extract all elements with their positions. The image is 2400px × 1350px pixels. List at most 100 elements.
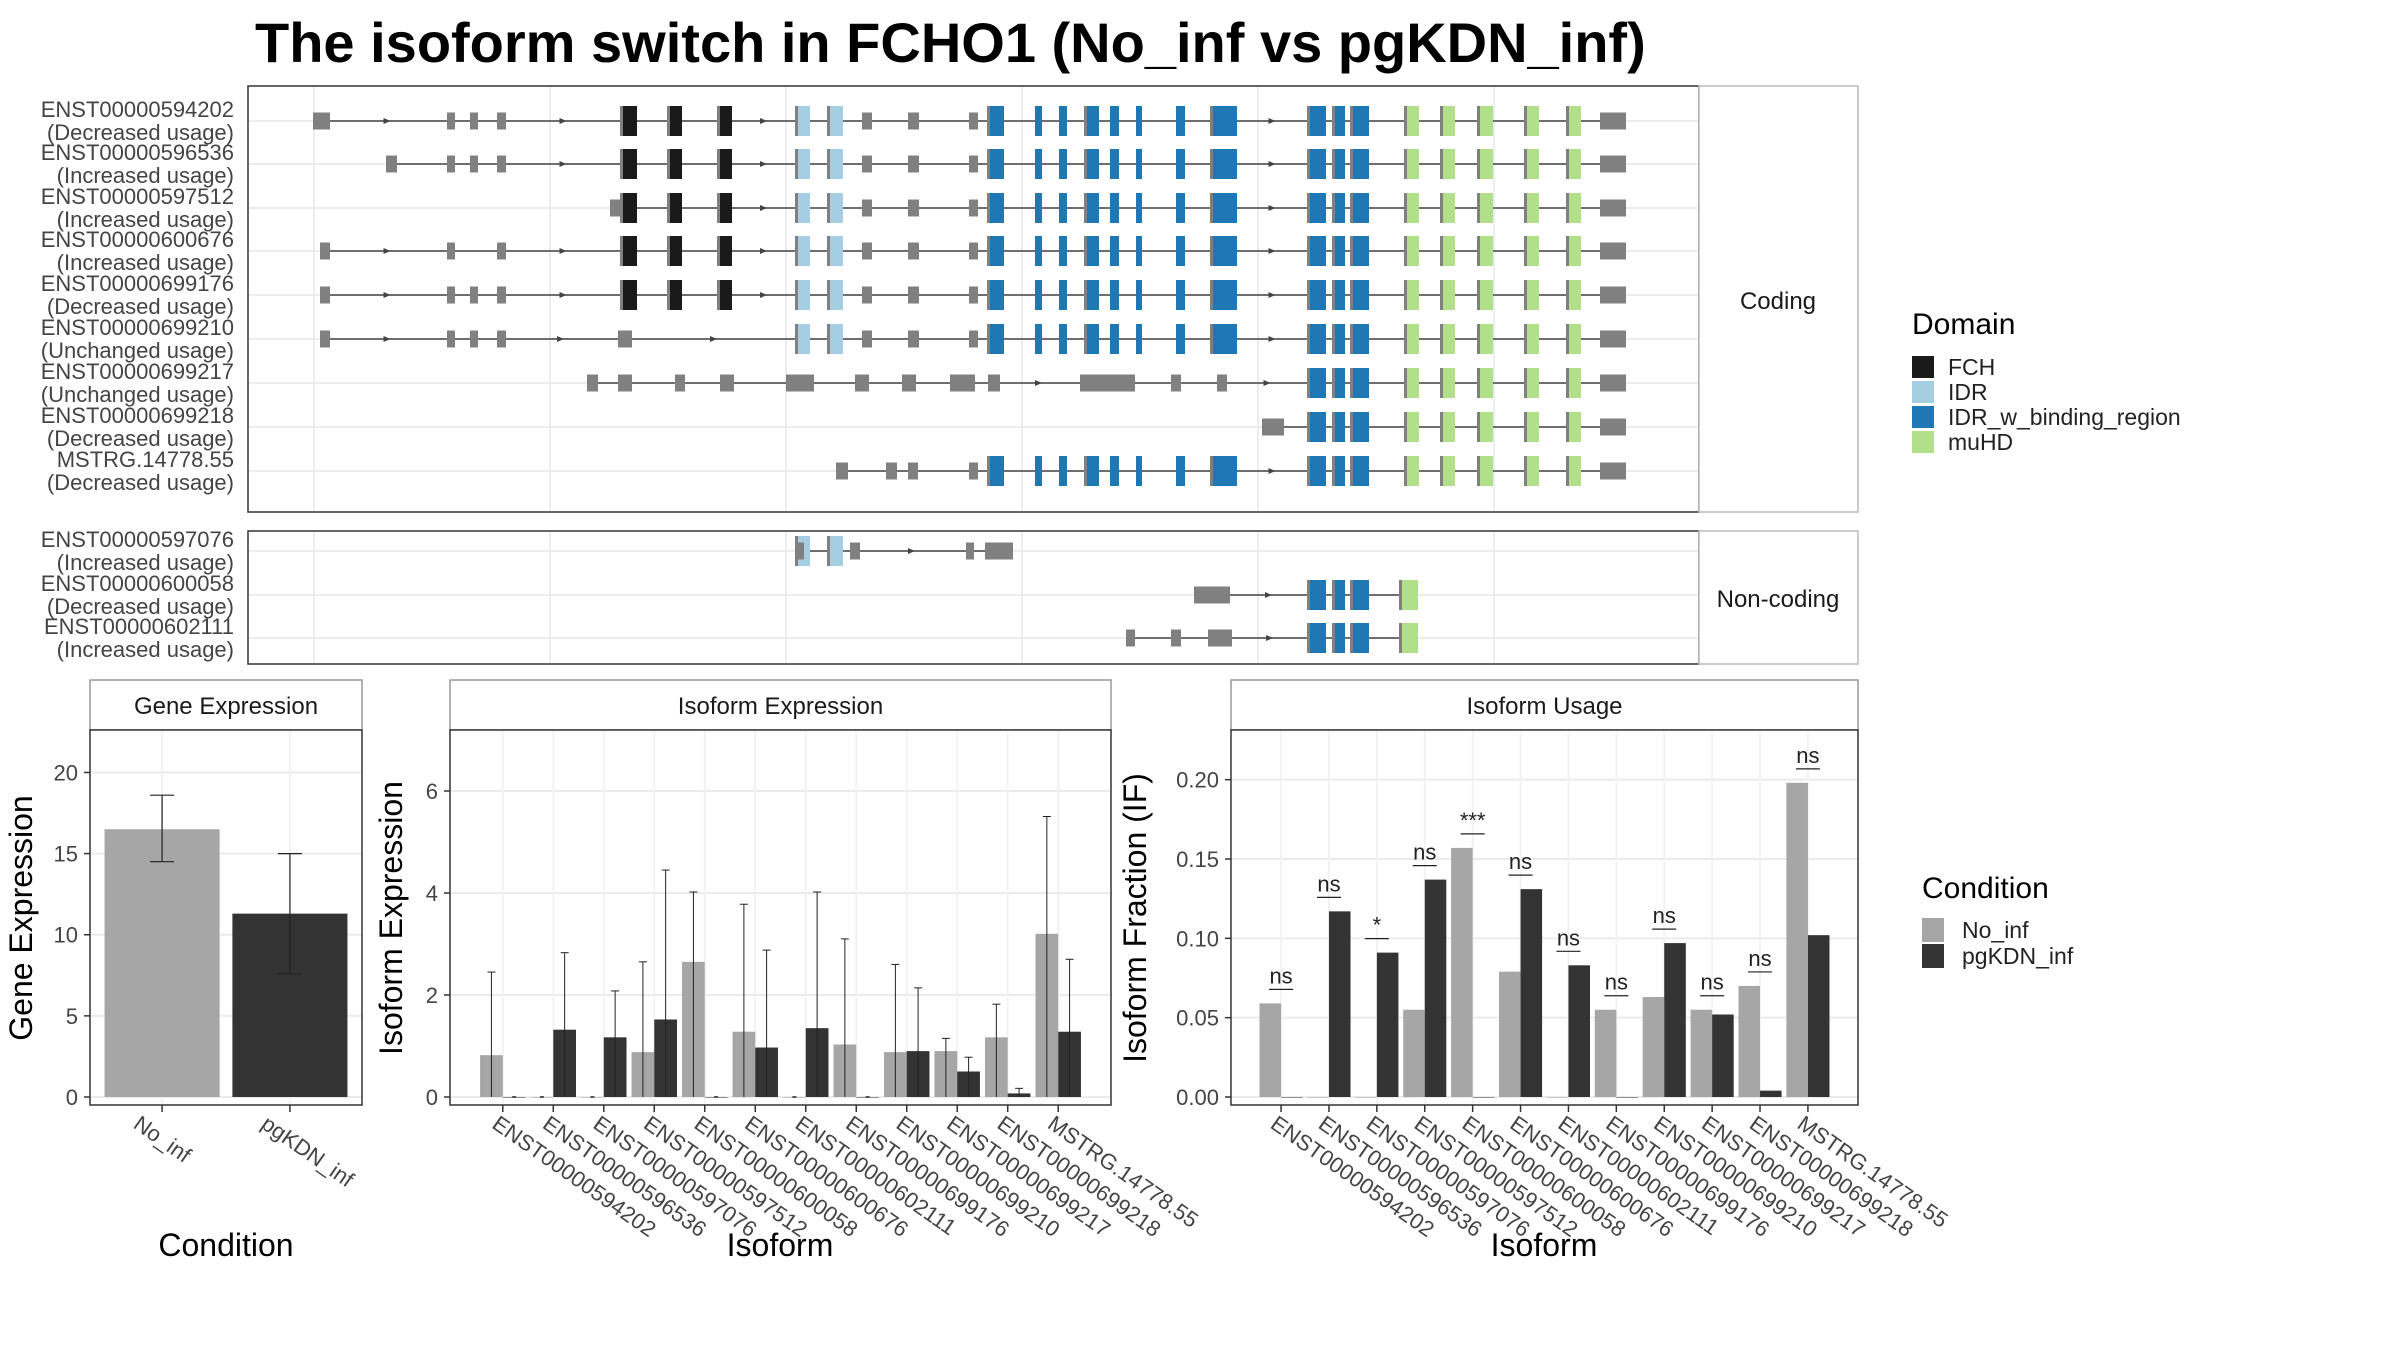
- exon: [798, 324, 810, 354]
- exon: [1335, 456, 1345, 486]
- exon: [1569, 193, 1581, 223]
- exon-utr-edge: [1404, 236, 1407, 266]
- exon: [1136, 236, 1142, 266]
- isoform-structure-panel: CodingNon-codingENST00000594202(Decrease…: [41, 85, 1859, 665]
- y-tick-label: 15: [54, 842, 78, 867]
- exon-utr-edge: [987, 106, 990, 136]
- bar: [1568, 965, 1591, 1097]
- x-tick-label: pgKDN_inf: [257, 1111, 359, 1193]
- exon: [1176, 193, 1185, 223]
- bar: [1616, 1097, 1638, 1098]
- exon-utr-edge: [1477, 412, 1480, 442]
- exon-utr-edge: [1307, 149, 1310, 179]
- exon: [623, 236, 637, 266]
- exon: [1353, 456, 1369, 486]
- bar: [1307, 1097, 1329, 1098]
- exon-utr-edge: [1210, 324, 1213, 354]
- exon-utr-edge: [1350, 368, 1353, 398]
- exon: [1527, 149, 1539, 179]
- exon: [1136, 280, 1142, 310]
- isoform-usage-label: (Decreased usage): [47, 470, 234, 495]
- exon: [720, 149, 732, 179]
- exon: [1407, 193, 1419, 223]
- intron-arrow: [1268, 292, 1276, 298]
- exon: [313, 112, 330, 130]
- exon: [990, 149, 1004, 179]
- exon-utr-edge: [1440, 149, 1443, 179]
- condition-legend-swatch: [1922, 918, 1944, 942]
- exon: [1600, 374, 1626, 392]
- exon: [720, 193, 732, 223]
- exon: [1176, 236, 1185, 266]
- exon: [969, 286, 978, 304]
- exon: [1110, 280, 1119, 310]
- exon: [908, 112, 919, 130]
- exon: [1136, 149, 1142, 179]
- exon: [969, 462, 978, 480]
- exon-utr-edge: [1350, 412, 1353, 442]
- exon: [1110, 193, 1119, 223]
- intron-arrow: [1263, 380, 1271, 386]
- exon: [320, 286, 330, 304]
- y-tick-label: 0.05: [1176, 1006, 1219, 1031]
- exon: [1310, 368, 1326, 398]
- isoform-usage-label: (Increased usage): [57, 550, 234, 575]
- exon-utr-edge: [620, 149, 623, 179]
- exon: [1176, 149, 1185, 179]
- intron-arrow: [1266, 635, 1273, 641]
- exon: [1569, 456, 1581, 486]
- exon-utr-edge: [1350, 236, 1353, 266]
- intron-arrow: [760, 205, 767, 211]
- exon: [447, 286, 455, 304]
- bar: [1281, 1097, 1303, 1098]
- bar: [1712, 1014, 1734, 1097]
- exon: [1176, 456, 1185, 486]
- isoform-id-label: MSTRG.14778.55: [57, 447, 234, 472]
- exon: [798, 193, 810, 223]
- exon: [1080, 374, 1135, 392]
- x-tick-label: No_inf: [129, 1111, 196, 1168]
- panel-strip: [89, 679, 363, 731]
- intron-arrow: [383, 118, 391, 124]
- y-tick-label: 5: [66, 1004, 78, 1029]
- bar: [1807, 935, 1830, 1097]
- noncoding-strip: [1698, 530, 1859, 665]
- exon-utr-edge: [1210, 236, 1213, 266]
- exon: [1443, 193, 1455, 223]
- exon: [1335, 623, 1345, 653]
- isoform-id-label: ENST00000699176: [41, 271, 234, 296]
- exon: [1310, 193, 1326, 223]
- y-tick-label: 6: [426, 779, 438, 804]
- exon: [1600, 418, 1626, 436]
- intron-arrow: [557, 336, 564, 342]
- exon-utr-edge: [1566, 106, 1569, 136]
- exon: [1110, 456, 1119, 486]
- exon: [447, 242, 455, 260]
- exon: [1335, 324, 1345, 354]
- exon-utr-edge: [1566, 368, 1569, 398]
- exon: [830, 106, 843, 136]
- exon: [1213, 324, 1237, 354]
- exon: [320, 242, 330, 260]
- exon: [969, 199, 978, 217]
- exon: [1407, 149, 1419, 179]
- exon-utr-edge: [1084, 280, 1087, 310]
- exon: [1443, 106, 1455, 136]
- bar: [1690, 1009, 1713, 1097]
- exon: [1126, 629, 1135, 647]
- exon: [623, 280, 637, 310]
- y-tick-label: 10: [54, 923, 78, 948]
- exon: [966, 542, 974, 560]
- condition-legend-swatch: [1922, 944, 1944, 968]
- exon: [862, 199, 872, 217]
- exon: [1310, 580, 1326, 610]
- exon-utr-edge: [1350, 324, 1353, 354]
- exon: [1569, 412, 1581, 442]
- intron-arrow: [559, 248, 567, 254]
- exon: [497, 242, 506, 260]
- exon: [1213, 149, 1237, 179]
- exon-utr-edge: [1350, 280, 1353, 310]
- exon-utr-edge: [1307, 193, 1310, 223]
- exon: [836, 462, 848, 480]
- exon: [1353, 324, 1369, 354]
